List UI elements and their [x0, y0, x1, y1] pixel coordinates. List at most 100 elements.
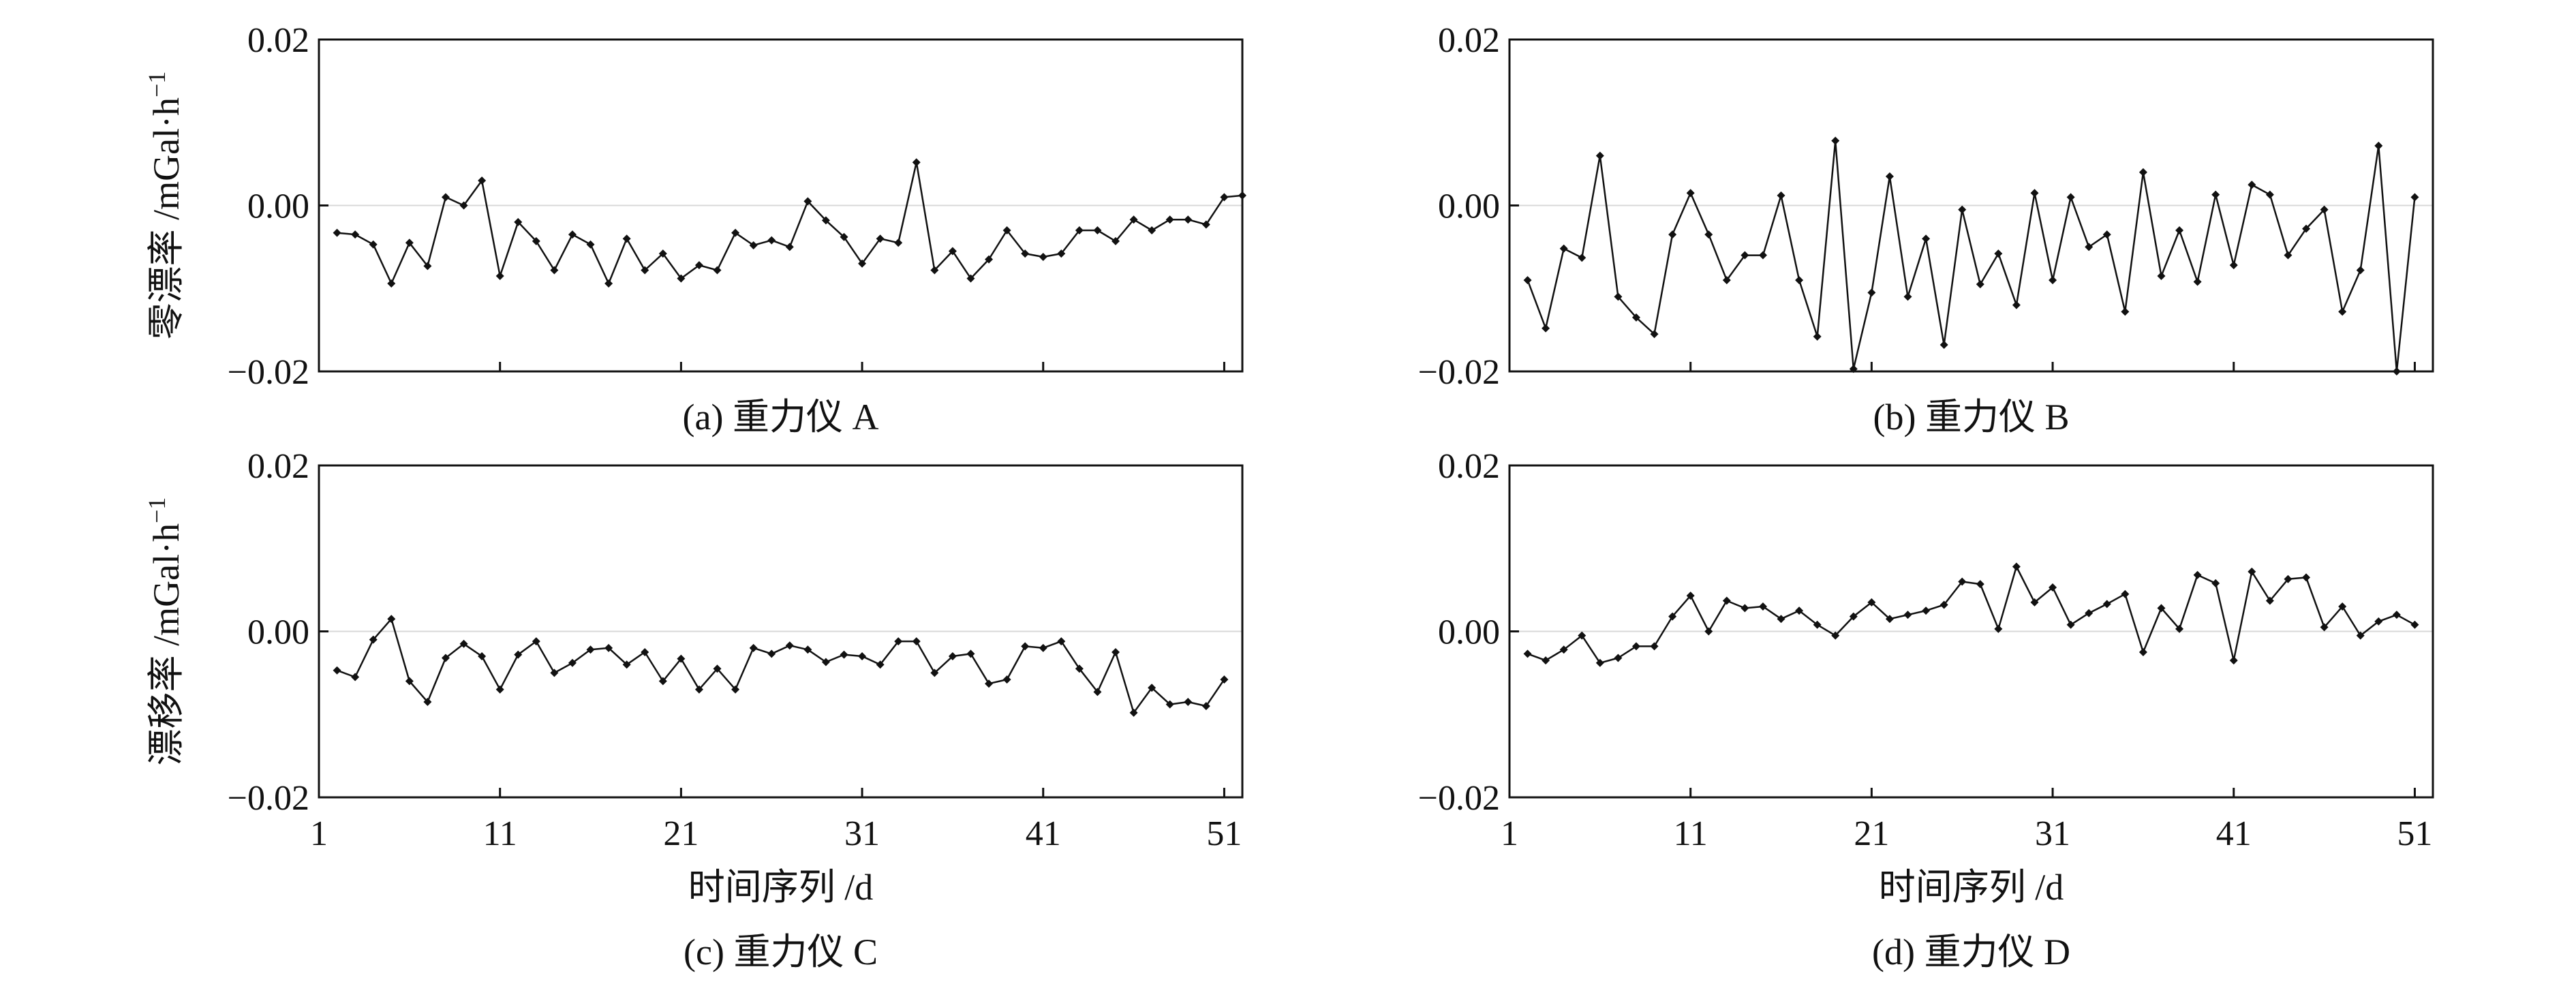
data-point: [1831, 631, 1840, 640]
data-point: [1631, 313, 1640, 322]
data-point: [1129, 708, 1138, 717]
panel-caption: (d) 重力仪 D: [1872, 932, 2070, 972]
data-point: [1849, 612, 1858, 621]
data-point: [1523, 649, 1532, 658]
y-tick-label: 0.02: [247, 21, 309, 60]
data-point: [1201, 702, 1210, 711]
data-point: [1111, 647, 1120, 656]
data-point: [1002, 226, 1011, 235]
data-point: [1039, 643, 1047, 652]
data-point: [1578, 631, 1586, 640]
data-point: [966, 274, 975, 283]
y-axis-label: 漂移率 /mGal·h−1: [143, 497, 187, 766]
data-point: [2320, 623, 2329, 632]
data-point: [405, 677, 414, 686]
data-point: [2085, 609, 2094, 617]
data-point: [2229, 261, 2238, 270]
data-point: [840, 650, 848, 659]
data-point: [2410, 620, 2419, 629]
data-point: [604, 279, 613, 288]
data-point: [731, 228, 740, 237]
data-point: [478, 176, 487, 185]
data-point: [677, 654, 686, 663]
data-point: [749, 643, 758, 652]
data-point: [2175, 226, 2184, 235]
data-point: [1595, 658, 1604, 667]
data-point: [803, 645, 812, 654]
x-tick-label: 51: [1206, 814, 1242, 853]
data-point: [1523, 276, 1532, 285]
y-tick-label: 0.00: [1438, 187, 1500, 226]
x-tick-label: 21: [663, 814, 699, 853]
data-point: [1885, 172, 1894, 181]
data-point: [1075, 226, 1084, 235]
y-tick-label: 0.02: [1438, 21, 1500, 60]
data-point: [1021, 249, 1030, 258]
data-point: [1184, 697, 1193, 706]
data-point: [1958, 205, 1967, 214]
data-point: [2211, 579, 2220, 587]
data-point: [858, 652, 867, 661]
data-point: [1057, 637, 1066, 646]
y-axis-label-superscript: −1: [143, 497, 170, 523]
y-tick-label: −0.02: [1418, 779, 1500, 818]
data-point: [1559, 244, 1568, 253]
data-point: [1201, 220, 1210, 229]
x-tick-label: 1: [1501, 814, 1518, 853]
data-point: [767, 236, 776, 245]
data-point: [1668, 612, 1677, 621]
data-point: [1614, 654, 1623, 662]
data-point: [441, 193, 450, 202]
data-point: [641, 647, 649, 656]
data-point: [1903, 611, 1912, 619]
data-point: [1220, 675, 1229, 684]
data-point: [1922, 234, 1931, 243]
data-point: [1885, 615, 1894, 624]
data-point: [694, 685, 703, 694]
data-point: [912, 158, 921, 167]
data-point: [495, 271, 504, 280]
y-axis-label-text: 零漂率 /mGal·h: [146, 97, 187, 339]
data-point: [694, 261, 703, 270]
data-point: [550, 266, 559, 275]
panel-caption: (b) 重力仪 B: [1873, 397, 2070, 438]
data-point: [1111, 236, 1120, 245]
data-point: [2030, 598, 2039, 607]
data-point: [2085, 243, 2094, 251]
data-point: [2066, 620, 2075, 629]
data-point: [604, 643, 613, 652]
y-tick-label: 0.00: [247, 613, 309, 652]
x-tick-label: 21: [1854, 814, 1889, 853]
data-point: [894, 239, 903, 247]
data-point: [369, 635, 378, 644]
y-tick-label: 0.00: [1438, 613, 1500, 652]
data-point: [2157, 604, 2166, 613]
data-point: [1650, 642, 1659, 651]
data-point: [1758, 251, 1767, 260]
data-point: [369, 240, 378, 249]
data-point: [423, 262, 432, 271]
panel-a: 0.02 0.00 −0.02 零漂率 /mGal·h−1 (a) 重力仪 A: [143, 21, 1246, 438]
data-point: [1002, 675, 1011, 684]
data-point: [586, 645, 595, 654]
data-point: [1184, 215, 1193, 224]
data-point: [1939, 600, 1948, 609]
data-point: [658, 249, 667, 258]
data-point: [1741, 251, 1749, 260]
data-point: [351, 230, 360, 239]
data-point: [930, 669, 939, 677]
data-point: [2410, 193, 2419, 202]
data-point: [1021, 642, 1030, 651]
data-point: [1867, 288, 1876, 297]
data-point: [514, 217, 523, 226]
data-point: [1976, 280, 1984, 289]
y-tick-label: −0.02: [228, 353, 309, 392]
data-point: [767, 649, 776, 658]
x-tick-label: 31: [844, 814, 880, 853]
data-point: [1741, 604, 1749, 613]
x-tick-label: 31: [2035, 814, 2070, 853]
y-tick-label: 0.00: [247, 187, 309, 226]
data-point: [2356, 631, 2365, 640]
series-line: [337, 161, 1243, 285]
